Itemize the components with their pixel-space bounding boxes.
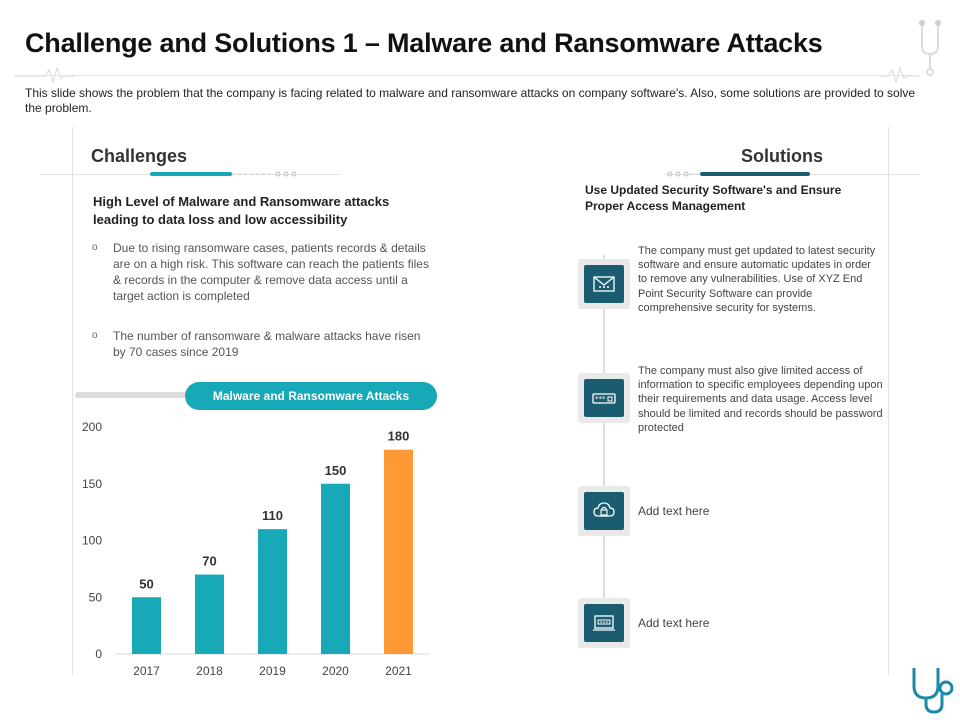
- slide-description: This slide shows the problem that the co…: [25, 86, 916, 115]
- password-lock-icon: ***: [584, 379, 624, 417]
- chart-title: Malware and Ransomware Attacks: [185, 382, 437, 410]
- solution-icon-frame: [578, 598, 630, 648]
- y-tick-label: 100: [82, 534, 102, 548]
- solutions-accent-bar: [700, 172, 810, 176]
- bar-value-label: 50: [139, 576, 153, 591]
- stethoscope-bottom-icon: [912, 668, 954, 714]
- solution-text: Add text here: [638, 504, 710, 518]
- challenges-accent-bar: [150, 172, 232, 176]
- chart-title-track: [75, 392, 187, 398]
- solutions-header: Solutions: [741, 146, 823, 166]
- solution-text: The company must also give limited acces…: [638, 365, 883, 434]
- solution-icon-frame: [578, 486, 630, 536]
- solution-heading: Use Updated Security Software's and Ensu…: [585, 183, 842, 213]
- security-email-icon: [584, 265, 624, 303]
- bar-value-label: 110: [262, 508, 283, 523]
- bar-chart: 0 50 100 150 200 50 2017 70 2018 110 2019 150 2020 18…: [82, 420, 430, 678]
- challenge-bullet: o The number of ransomware & malware att…: [92, 328, 432, 360]
- page-title: Challenge and Solutions 1 – Malware and …: [25, 28, 823, 58]
- bar-value-label: 70: [202, 554, 216, 569]
- challenge-bullet: o Due to rising ransomware cases, patien…: [92, 240, 432, 304]
- solution-text: Add text here: [638, 616, 710, 630]
- x-tick-label: 2021: [385, 664, 412, 678]
- hollow-bullet-icon: o: [92, 242, 98, 253]
- dotted-connector-left: [232, 171, 296, 177]
- y-tick-label: 150: [82, 477, 102, 491]
- bar: [384, 449, 413, 654]
- title-divider: [15, 75, 915, 76]
- solutions-timeline: [603, 255, 605, 640]
- bar: [258, 529, 287, 654]
- left-frame-line: [72, 127, 73, 675]
- cloud-lock-icon: [584, 492, 624, 530]
- y-tick-label: 200: [82, 420, 102, 434]
- laptop-password-icon: [584, 604, 624, 642]
- x-tick-label: 2020: [322, 664, 349, 678]
- bar: [195, 574, 224, 654]
- x-tick-label: 2017: [133, 664, 160, 678]
- bar-value-label: 150: [325, 463, 347, 478]
- challenge-heading: High Level of Malware and Ransomware att…: [93, 194, 390, 227]
- bar-value-label: 180: [388, 429, 410, 444]
- x-tick-label: 2019: [259, 664, 286, 678]
- solution-icon-frame: ***: [578, 373, 630, 423]
- solution-icon-frame: [578, 259, 630, 309]
- svg-text:***: ***: [595, 395, 606, 403]
- y-tick-label: 50: [89, 590, 103, 604]
- bar: [132, 597, 161, 654]
- bar: [321, 483, 350, 654]
- dotted-connector-right: [667, 171, 700, 177]
- challenge-bullet-text: The number of ransomware & malware attac…: [113, 329, 421, 359]
- stethoscope-top-icon: [919, 20, 941, 76]
- x-tick-label: 2018: [196, 664, 223, 678]
- solution-text: The company must get updated to latest s…: [638, 245, 876, 314]
- challenges-header: Challenges: [91, 146, 188, 166]
- challenge-bullet-text: Due to rising ransomware cases, patients…: [113, 241, 429, 303]
- y-tick-label: 0: [95, 647, 102, 661]
- hollow-bullet-icon: o: [92, 330, 98, 341]
- right-frame-line: [888, 127, 889, 675]
